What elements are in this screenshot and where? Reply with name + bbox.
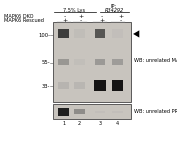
Text: +: + xyxy=(119,14,124,19)
Text: +: + xyxy=(99,19,104,23)
Bar xyxy=(94,80,106,91)
Text: -: - xyxy=(120,19,122,23)
Bar xyxy=(112,111,123,113)
Bar xyxy=(112,80,124,91)
Text: 2: 2 xyxy=(78,121,81,126)
Text: 1: 1 xyxy=(62,121,65,126)
Text: -: - xyxy=(101,14,103,19)
Bar xyxy=(74,29,85,38)
Text: 100-: 100- xyxy=(38,33,50,38)
Bar xyxy=(74,109,85,114)
Bar xyxy=(58,59,69,65)
Text: WB: unrelated MAPK8 Ab: WB: unrelated MAPK8 Ab xyxy=(134,58,177,63)
Bar xyxy=(112,29,123,38)
Text: 7.5% Lys: 7.5% Lys xyxy=(63,8,85,13)
Text: -: - xyxy=(64,14,66,19)
Bar xyxy=(58,29,69,38)
Bar xyxy=(95,29,105,38)
Polygon shape xyxy=(133,30,139,38)
Bar xyxy=(95,59,105,65)
Text: WB: unrelated PRAK Ab: WB: unrelated PRAK Ab xyxy=(134,109,177,114)
Text: -: - xyxy=(79,19,82,23)
Bar xyxy=(53,22,131,102)
Text: IP:: IP: xyxy=(110,4,116,9)
Text: 55-: 55- xyxy=(42,60,50,65)
Bar xyxy=(74,59,85,65)
Bar xyxy=(112,59,123,65)
Text: 4: 4 xyxy=(116,121,119,126)
Bar xyxy=(74,82,85,89)
Text: MAPK6 DKO: MAPK6 DKO xyxy=(4,14,33,19)
Text: +: + xyxy=(62,19,67,23)
Text: R34292: R34292 xyxy=(105,8,124,13)
Bar xyxy=(53,104,131,119)
Bar xyxy=(58,82,69,89)
Text: MAPK6 Rescued: MAPK6 Rescued xyxy=(4,19,43,23)
Text: 33-: 33- xyxy=(42,84,50,89)
Bar xyxy=(58,108,69,116)
Text: +: + xyxy=(78,14,83,19)
Text: 3: 3 xyxy=(98,121,102,126)
Bar xyxy=(95,111,105,113)
